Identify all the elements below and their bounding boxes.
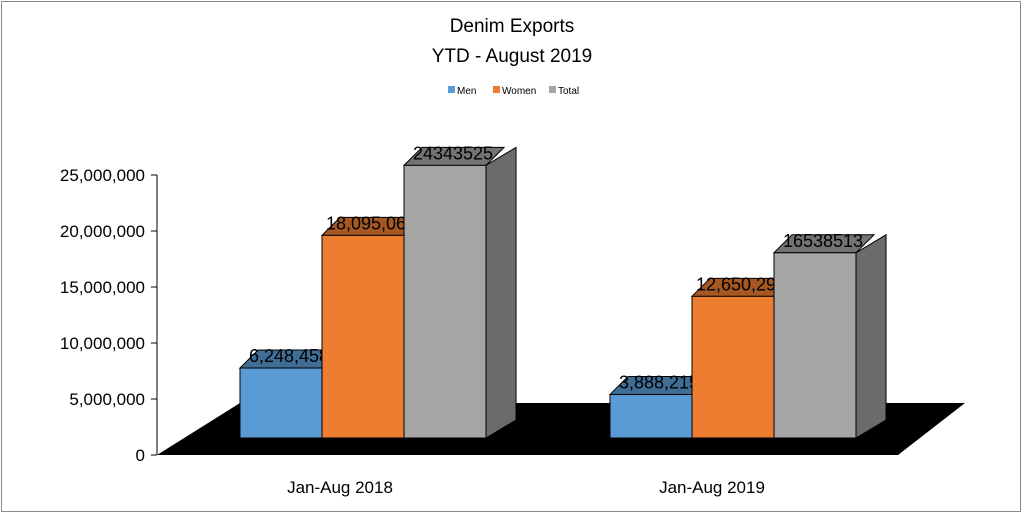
data-label: 18,095,067 (326, 213, 416, 233)
data-label: 16538513 (783, 231, 863, 251)
y-tick-label: 15,000,000 (60, 278, 145, 297)
x-category-label: Jan-Aug 2018 (287, 478, 393, 497)
data-label: 3,888,215 (619, 372, 699, 392)
data-label: 12,650,298 (696, 274, 786, 294)
legend-swatch-women (493, 86, 500, 93)
data-label: 24343525 (413, 143, 493, 163)
bar-front-face (403, 164, 487, 439)
bar-women-1: 18,095,067 (320, 213, 424, 439)
bar-front-face (773, 252, 857, 439)
bar-men-2: 3,888,215 (608, 372, 712, 439)
bar-total-1: 24343525 (402, 143, 517, 439)
bar-total-2: 16538513 (772, 231, 887, 439)
y-tick-label: 20,000,000 (60, 222, 145, 241)
bars: 6,248,458 18,095,067 24343525 3,888,215 12,6… (238, 143, 887, 439)
y-tick-label: 5,000,000 (69, 390, 145, 409)
bar-side-face (855, 233, 887, 439)
bar-front-face (691, 295, 775, 439)
y-tick-label: 0 (136, 446, 145, 465)
chart-subtitle: YTD - August 2019 (432, 46, 593, 67)
y-tick-label: 10,000,000 (60, 334, 145, 353)
bar-front-face (321, 234, 405, 439)
y-tick-label: 25,000,000 (60, 166, 145, 185)
bar-front-face (239, 367, 323, 439)
data-label: 6,248,458 (249, 346, 329, 366)
chart-title: Denim Exports (450, 16, 575, 37)
bar-front-face (609, 393, 693, 439)
bar-women-2: 12,650,298 (690, 274, 794, 439)
bar-side-face (485, 146, 517, 439)
y-axis: 0 5,000,000 10,000,000 15,000,000 20,000,000… (60, 166, 158, 465)
x-category-label: Jan-Aug 2019 (659, 478, 765, 497)
legend-label-total: Total (558, 86, 579, 97)
legend-label-women: Women (502, 86, 536, 97)
bar-men-1: 6,248,458 (238, 346, 342, 439)
legend-label-men: Men (457, 86, 476, 97)
legend: Men Women Total (448, 86, 579, 97)
x-axis-labels: Jan-Aug 2018 Jan-Aug 2019 (287, 478, 765, 497)
legend-swatch-total (549, 86, 556, 93)
legend-swatch-men (448, 86, 455, 93)
